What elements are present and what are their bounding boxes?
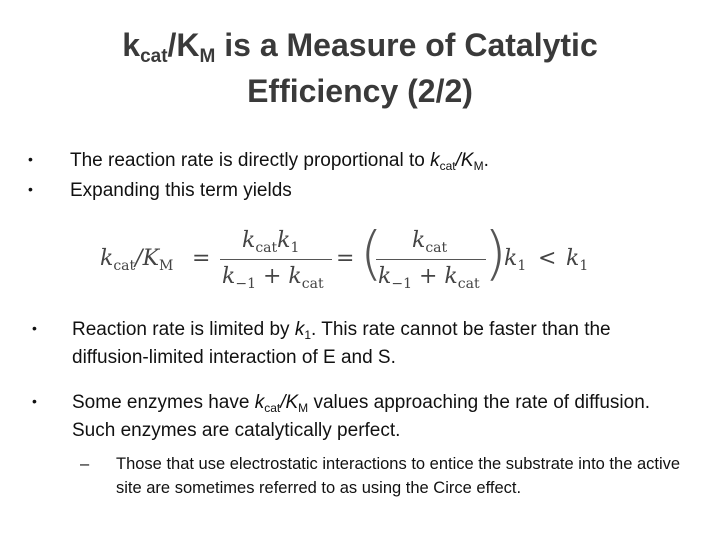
- eq-fraction-bar-2: [376, 259, 486, 260]
- eq-denominator-1: k−1 + kcat: [222, 264, 324, 292]
- eq-equals-1: =: [192, 246, 211, 271]
- bullet-rate-limited: Reaction rate is limited by k1. This rat…: [30, 316, 690, 372]
- top-bullet-list: The reaction rate is directly proportion…: [26, 146, 706, 206]
- eq-lhs: kcat/KM: [100, 246, 174, 274]
- efficiency-equation: kcat/KM = kcatk1 k−1 + kcat = ( kcat k−1…: [96, 219, 596, 294]
- eq-fraction-bar-1: [220, 259, 332, 260]
- title-line-2: Efficiency (2/2): [247, 73, 473, 109]
- bullet-dot: [30, 316, 74, 344]
- eq-less-than: <: [538, 246, 557, 271]
- bullet-dot: [30, 389, 74, 417]
- eq-paren-open: (: [360, 219, 383, 287]
- eq-numerator-1: kcatk1: [242, 228, 300, 256]
- subbullet-circe-effect: Those that use electrostatic interaction…: [30, 452, 690, 500]
- bullet-catalytically-perfect: Some enzymes have kcat/KM values approac…: [30, 389, 690, 445]
- bullet-dot: [26, 146, 70, 176]
- bullet-expanding: Expanding this term yields: [26, 176, 706, 206]
- subbullet-dash: [80, 452, 89, 476]
- slide-title: kcat/KM is a Measure of Catalytic Effici…: [0, 22, 720, 114]
- eq-rhs-k1: k1: [566, 246, 589, 274]
- bottom-bullet-list: Reaction rate is limited by k1. This rat…: [30, 316, 690, 500]
- eq-equals-2: =: [336, 246, 355, 271]
- eq-k1-factor: k1: [504, 246, 527, 274]
- bullet-proportional: The reaction rate is directly proportion…: [26, 146, 706, 176]
- title-line-1: kcat/KM is a Measure of Catalytic: [122, 27, 598, 67]
- eq-paren-close: ): [484, 219, 507, 287]
- eq-denominator-2: k−1 + kcat: [378, 264, 480, 292]
- eq-numerator-2: kcat: [412, 228, 448, 256]
- bullet-dot: [26, 176, 70, 206]
